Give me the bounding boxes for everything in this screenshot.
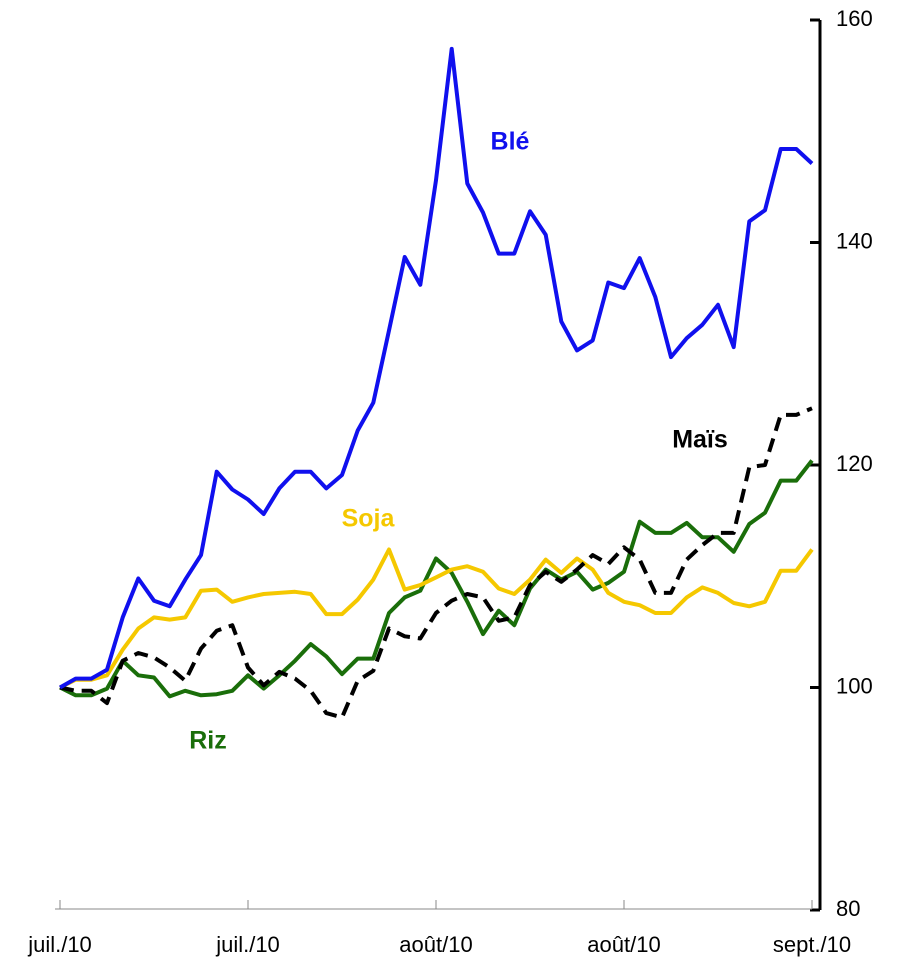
x-tick-label: août/10 bbox=[587, 932, 660, 957]
series-label: Blé bbox=[491, 128, 530, 156]
y-tick-label: 80 bbox=[836, 896, 860, 921]
x-tick-label: août/10 bbox=[399, 932, 472, 957]
line-series bbox=[59, 406, 813, 720]
line-series bbox=[59, 547, 814, 690]
line-series bbox=[59, 46, 814, 690]
series-label: Riz bbox=[189, 727, 227, 755]
line-series bbox=[59, 459, 814, 699]
y-tick-label: 140 bbox=[836, 228, 873, 253]
x-tick-label: juil./10 bbox=[215, 932, 280, 957]
y-tick-label: 120 bbox=[836, 451, 873, 476]
x-tick-label: juil./10 bbox=[27, 932, 92, 957]
y-tick-label: 100 bbox=[836, 673, 873, 698]
y-tick-label: 160 bbox=[836, 6, 873, 31]
series-label: Soja bbox=[342, 505, 396, 533]
series-label: Maïs bbox=[672, 426, 728, 454]
x-tick-label: sept./10 bbox=[773, 932, 851, 957]
